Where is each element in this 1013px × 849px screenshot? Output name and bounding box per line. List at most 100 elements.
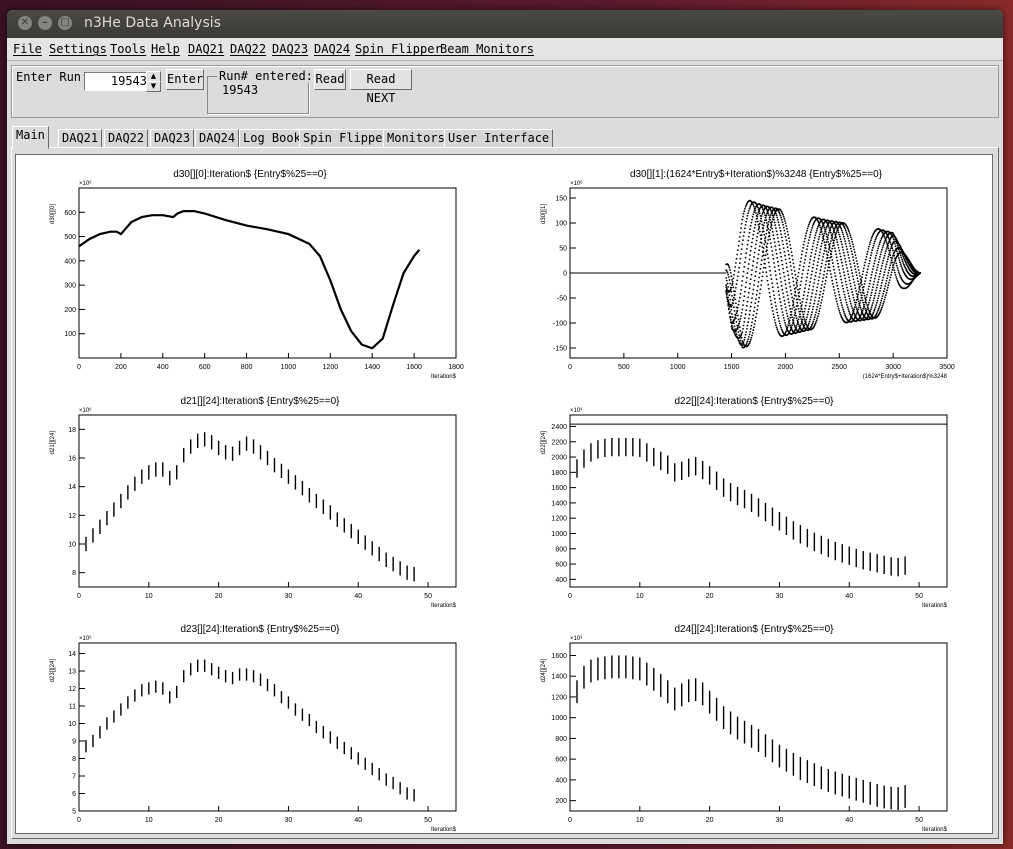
menu-daq21[interactable]: DAQ21 [188,42,225,56]
data-point [745,281,748,284]
enter-button[interactable]: Enter [166,69,204,90]
data-point [875,254,877,257]
tab-main[interactable]: Main [12,126,49,149]
menu-help[interactable]: Help [151,42,180,56]
data-point [813,282,815,284]
data-point [755,298,757,300]
data-point [856,277,859,280]
minimize-icon[interactable]: – [38,16,52,30]
close-icon[interactable]: ✕ [18,16,32,30]
tab-daq22[interactable]: DAQ22 [104,129,149,149]
data-point [877,261,880,263]
data-point [834,275,837,278]
data-point [869,241,872,244]
menu-settings[interactable]: Settings [49,42,107,56]
data-point [830,250,833,253]
data-point [854,254,857,256]
data-point [764,239,766,242]
data-point [755,239,758,242]
data-point [731,279,733,281]
data-point [762,247,765,249]
data-point [795,295,797,297]
data-point [863,306,866,308]
data-point [759,267,762,270]
data-point [742,299,745,302]
run-number-input[interactable]: 19543 [84,72,150,91]
menu-file[interactable]: File [13,42,42,56]
menu-tools[interactable]: Tools [110,42,147,56]
data-point [897,281,899,284]
data-point [810,251,813,254]
tab-log-book[interactable]: Log Book [239,129,305,149]
data-point [853,299,856,301]
data-point [831,247,834,250]
data-point [757,223,760,226]
data-point [884,268,887,271]
data-point [879,270,882,273]
data-point [784,306,787,309]
data-point [729,282,731,285]
data-point [733,296,735,299]
data-point [733,322,735,325]
spin-down-icon[interactable]: ▼ [146,81,161,92]
data-point [806,272,809,275]
data-point [777,237,779,239]
data-point [903,258,906,261]
data-point [743,338,746,341]
data-point [825,233,828,236]
plot-canvas[interactable]: d30[][0]:Iteration$ {Entry$%25==0} ×10⁶ d3… [15,154,993,834]
data-point [753,310,755,313]
data-point [886,260,888,263]
menu-daq23[interactable]: DAQ23 [272,42,309,56]
menu-spin-flipper[interactable]: Spin Flipper [355,42,442,56]
data-point [878,275,881,278]
data-point [821,221,824,224]
data-point [793,284,795,287]
tab-user-interface[interactable]: User Interface [444,129,554,149]
data-point [820,302,823,304]
menu-beam-monitors[interactable]: Beam Monitors [440,42,534,56]
data-point [844,240,846,243]
data-point [779,277,782,279]
maximize-icon[interactable]: □ [58,16,72,30]
data-point [806,229,808,232]
data-point [736,327,739,330]
data-point [795,277,797,280]
run-spinner[interactable]: ▲ ▼ [146,71,161,92]
data-point [795,317,798,320]
y-tick-label: -150 [553,346,567,353]
y-tick-label: 2000 [551,455,567,462]
tab-daq23[interactable]: DAQ23 [150,129,195,149]
tab-daq21[interactable]: DAQ21 [58,129,103,149]
menu-daq22[interactable]: DAQ22 [230,42,267,56]
data-point [785,330,788,332]
axis-multiplier: ×10³ [570,636,582,642]
data-point [728,294,731,297]
data-point [820,231,823,233]
data-point [829,256,832,259]
read-button[interactable]: Read [314,69,346,90]
data-point [733,273,735,276]
menu-daq24[interactable]: DAQ24 [314,42,351,56]
x-tick-label: 0 [77,817,81,824]
read-next-button[interactable]: Read NEXT [350,69,412,105]
data-point [835,236,837,238]
data-point [737,331,740,333]
data-point [872,234,874,236]
data-point [852,275,854,278]
data-point [879,302,882,304]
data-point [789,247,792,250]
title-bar[interactable]: ✕ – □ n3He Data Analysis [7,10,1003,38]
y-tick-label: -50 [557,296,567,303]
x-tick-label: 2000 [778,364,794,371]
tab-monitors[interactable]: Monitors [383,129,449,149]
data-point [833,227,836,230]
tab-daq24[interactable]: DAQ24 [195,129,240,149]
data-point [765,219,768,221]
data-point [827,234,830,236]
tab-spin-flipper[interactable]: Spin Flipper [299,129,394,149]
data-point [740,288,742,291]
data-point [886,245,889,247]
chart-5: d23[][24]:Iteration$ {Entry$%25==0}×10⁶d… [50,624,457,833]
data-point [795,325,798,327]
